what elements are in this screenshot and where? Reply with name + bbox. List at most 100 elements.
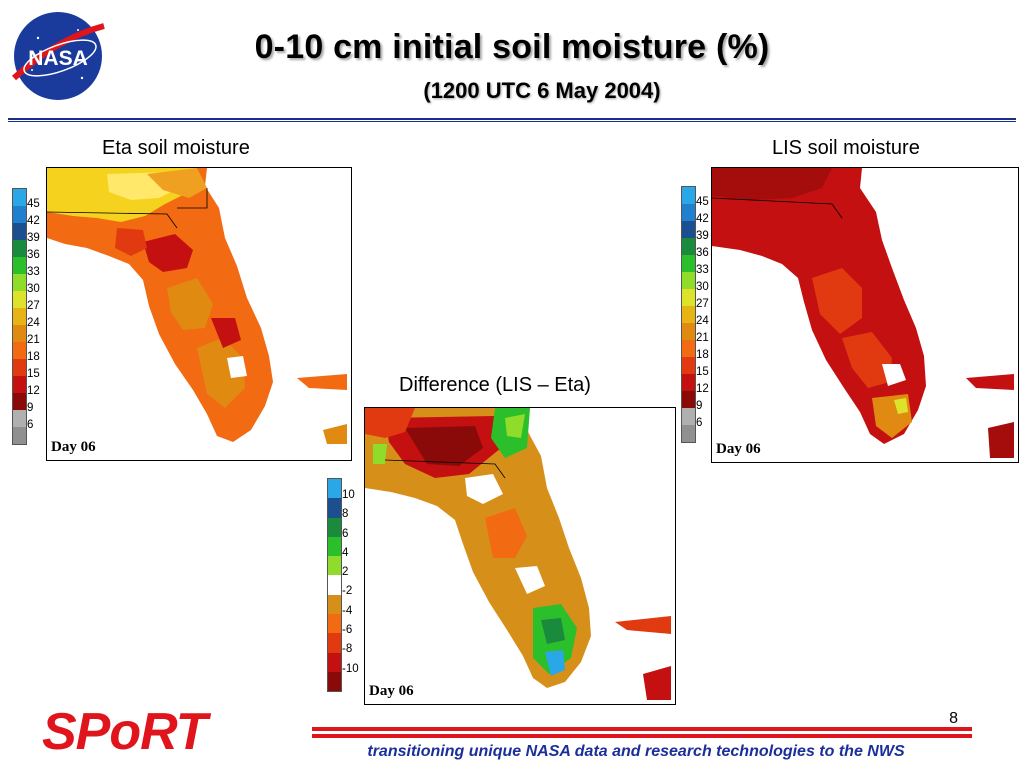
lis-colorbar-segment [682,187,695,204]
lis-colorbar-tick: 45 [696,196,709,208]
eta-colorbar-segment [13,257,26,274]
diff-colorbar-segment [328,556,341,576]
diff-colorbar-tick: -4 [342,604,353,617]
diff-colorbar-tick: -10 [342,662,359,675]
eta-colorbar-tick: 18 [27,351,40,363]
lis-colorbar-tick: 39 [696,230,709,242]
page-number: 8 [949,710,958,727]
title-divider [8,118,1016,120]
eta-panel-label: Eta soil moisture [102,137,250,159]
eta-colorbar-tick: 15 [27,368,40,380]
diff-colorbar-segment [328,575,341,595]
lis-colorbar-segment [682,323,695,340]
diff-colorbar-segment [328,536,341,557]
lis-colorbar-segment [682,272,695,289]
diff-colorbar-tick: -2 [342,585,353,598]
lis-colorbar-tick: 33 [696,264,709,276]
diff-colorbar-tick: 8 [342,508,349,521]
diff-colorbar-segment [328,479,341,499]
eta-colorbar-segment [13,325,26,342]
diff-colorbar-segment [328,614,341,634]
eta-day-label: Day 06 [51,439,96,455]
eta-colorbar-tick: 12 [27,385,40,397]
eta-colorbar-tick: 24 [27,317,40,329]
difference-map: Day 06 [364,407,676,705]
eta-colorbar-tick: 42 [27,215,40,227]
slide-title: 0-10 cm initial soil moisture (%) [254,28,770,66]
eta-colorbar-tick: 27 [27,300,40,312]
diff-colorbar-tick: 4 [342,546,349,559]
lis-colorbar-segment [682,374,695,391]
lis-colorbar [681,186,696,443]
eta-soil-moisture-map: Day 06 [46,167,352,461]
eta-colorbar-segment [13,223,26,240]
lis-colorbar-segment [682,289,695,306]
lis-colorbar-tick: 21 [696,332,709,344]
lis-colorbar-tick: 6 [696,417,703,429]
diff-colorbar-tick: 6 [342,527,349,540]
lis-colorbar-tick: 24 [696,315,709,327]
diff-colorbar-segment [328,517,341,537]
eta-colorbar-tick: 33 [27,266,40,278]
eta-colorbar-tick: 9 [27,402,34,414]
eta-colorbar-tick: 21 [27,334,40,346]
slide-subtitle: (1200 UTC 6 May 2004) [423,78,661,103]
lis-colorbar-tick: 9 [696,400,703,412]
diff-colorbar-segment [328,498,341,518]
lis-day-label: Day 06 [716,441,761,457]
eta-colorbar-tick: 36 [27,249,40,261]
diff-colorbar-tick: -8 [342,643,353,656]
eta-colorbar-segment [13,274,26,291]
lis-colorbar-tick: 12 [696,383,709,395]
diff-colorbar-tick: 2 [342,566,349,579]
title-divider-thin [8,121,1016,122]
lis-colorbar-segment [682,255,695,272]
eta-colorbar-segment [13,308,26,325]
nasa-logo: NASA [8,8,108,103]
eta-colorbar-tick: 6 [27,419,34,431]
lis-colorbar-segment [682,238,695,255]
lis-soil-moisture-map: Day 06 [711,167,1019,463]
eta-colorbar-segment [13,342,26,359]
eta-colorbar-tick: 30 [27,283,40,295]
diff-colorbar-segment [328,652,341,672]
lis-panel-label: LIS soil moisture [772,137,920,159]
eta-colorbar-tick: 45 [27,198,40,210]
lis-colorbar-segment [682,408,695,425]
diff-colorbar-tick: -6 [342,624,353,637]
lis-colorbar-segment [682,391,695,408]
lis-colorbar-tick: 42 [696,213,709,225]
eta-colorbar [12,188,27,445]
eta-colorbar-segment [13,427,26,444]
diff-day-label: Day 06 [369,683,414,699]
lis-colorbar-tick: 36 [696,247,709,259]
eta-colorbar-ticks: 45 42 39 36 33 30 27 24 21 18 15 12 9 6 [27,196,40,434]
diff-colorbar-ticks: 10 8 6 4 2 -2 -4 -6 -8 -10 [342,486,359,679]
lis-colorbar-tick: 15 [696,366,709,378]
footer-red-line-2 [312,734,972,738]
lis-colorbar-ticks: 45 42 39 36 33 30 27 24 21 18 15 12 9 6 [696,194,709,432]
eta-colorbar-segment [13,410,26,427]
lis-colorbar-segment [682,221,695,238]
diff-panel-label: Difference (LIS – Eta) [399,374,591,396]
lis-colorbar-segment [682,306,695,323]
svg-text:NASA: NASA [28,47,88,70]
diff-colorbar-segment [328,671,341,692]
footer-tagline: transitioning unique NASA data and resea… [367,743,905,760]
eta-colorbar-segment [13,240,26,257]
diff-colorbar [327,478,342,693]
lis-colorbar-tick: 18 [696,349,709,361]
lis-colorbar-segment [682,204,695,221]
eta-colorbar-segment [13,393,26,410]
footer-red-line-1 [312,727,972,731]
sport-logo: SPoRT [42,706,208,758]
eta-colorbar-segment [13,189,26,206]
eta-colorbar-segment [13,206,26,223]
lis-colorbar-segment [682,357,695,374]
eta-colorbar-tick: 39 [27,232,40,244]
lis-colorbar-tick: 27 [696,298,709,310]
diff-colorbar-segment [328,633,341,653]
diff-colorbar-tick: 10 [342,489,355,501]
lis-colorbar-segment [682,340,695,357]
eta-colorbar-segment [13,291,26,308]
